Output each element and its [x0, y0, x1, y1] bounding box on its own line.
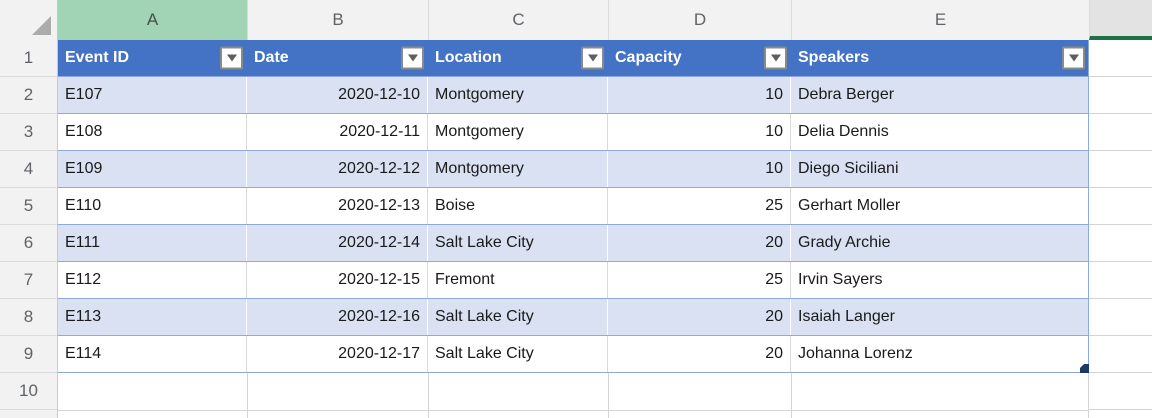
gridline: [247, 373, 248, 418]
table-row: E114 2020-12-17 Salt Lake City 20 Johanna Lo…: [58, 336, 1089, 373]
row-header-4[interactable]: 4: [0, 151, 57, 188]
empty-cells-region[interactable]: [58, 373, 1089, 418]
filter-dropdown-icon: [587, 54, 598, 62]
cell-speaker[interactable]: Johanna Lorenz: [798, 345, 913, 362]
table-header-label: Event ID: [65, 49, 130, 66]
row-header-8[interactable]: 8: [0, 299, 57, 336]
table-header-capacity[interactable]: Capacity: [608, 40, 791, 76]
cell-speaker[interactable]: Delia Dennis: [798, 123, 889, 140]
table-row: E109 2020-12-12 Montgomery 10 Diego Sicilian…: [58, 151, 1089, 188]
cell-location[interactable]: Montgomery: [428, 114, 608, 150]
column-header-e[interactable]: E: [791, 0, 1089, 40]
cell-event-id[interactable]: E108: [58, 114, 247, 150]
cell-date[interactable]: 2020-12-16: [247, 299, 428, 335]
row-header-9[interactable]: 9: [0, 336, 57, 373]
cell-capacity[interactable]: 25: [608, 262, 791, 298]
cell-location[interactable]: Salt Lake City: [428, 299, 608, 335]
table-row: E107 2020-12-10 Montgomery 10 Debra Berger: [58, 77, 1089, 114]
table-row: E108 2020-12-11 Montgomery 10 Delia Dennis: [58, 114, 1089, 151]
cell-capacity[interactable]: 20: [608, 336, 791, 372]
cell-location[interactable]: Boise: [428, 188, 608, 224]
cell-date[interactable]: 2020-12-11: [247, 114, 428, 150]
table-header-event-id[interactable]: Event ID: [58, 40, 247, 76]
cell-speaker[interactable]: Isaiah Langer: [798, 308, 895, 325]
table-row: E111 2020-12-14 Salt Lake City 20 Grady Arch…: [58, 225, 1089, 262]
table-header-label: Date: [254, 49, 289, 66]
cell-event-id[interactable]: E112: [58, 262, 247, 298]
gridline: [58, 410, 1088, 411]
cell-event-id[interactable]: E107: [58, 77, 247, 113]
row-header-6[interactable]: 6: [0, 225, 57, 262]
row-header-2[interactable]: 2: [0, 77, 57, 114]
gridline: [608, 373, 609, 418]
cell-date[interactable]: 2020-12-10: [247, 77, 428, 113]
cell-speaker[interactable]: Debra Berger: [798, 86, 895, 103]
cell-date[interactable]: 2020-12-13: [247, 188, 428, 224]
table-header-label: Location: [435, 49, 502, 66]
cell-speaker[interactable]: Irvin Sayers: [798, 271, 883, 288]
cell-location[interactable]: Salt Lake City: [428, 336, 608, 372]
table-header-row: Event ID Date Location Capacity Speakers: [58, 40, 1089, 77]
table-header-speakers[interactable]: Speakers: [791, 40, 1089, 76]
column-header-d[interactable]: D: [608, 0, 791, 40]
cell-location[interactable]: Montgomery: [428, 151, 608, 187]
table-resize-handle[interactable]: [1080, 364, 1089, 373]
row-header-1[interactable]: 1: [0, 40, 57, 77]
column-header-b[interactable]: B: [247, 0, 428, 40]
select-all-button[interactable]: [0, 0, 58, 40]
select-all-triangle-icon: [32, 16, 51, 35]
cell-capacity[interactable]: 10: [608, 114, 791, 150]
cell-event-id[interactable]: E110: [58, 188, 247, 224]
column-header-partial[interactable]: [1089, 0, 1152, 40]
gridline: [791, 373, 792, 418]
row-header-5[interactable]: 5: [0, 188, 57, 225]
filter-dropdown-icon: [1068, 54, 1079, 62]
cell-location[interactable]: Fremont: [428, 262, 608, 298]
cell-capacity[interactable]: 10: [608, 151, 791, 187]
filter-button-location[interactable]: [581, 46, 604, 70]
cell-event-id[interactable]: E111: [58, 225, 247, 261]
column-header-c[interactable]: C: [428, 0, 608, 40]
filter-button-capacity[interactable]: [764, 46, 787, 70]
table-header-location[interactable]: Location: [428, 40, 608, 76]
cell-date[interactable]: 2020-12-15: [247, 262, 428, 298]
cell-capacity[interactable]: 10: [608, 77, 791, 113]
cell-capacity[interactable]: 25: [608, 188, 791, 224]
filter-dropdown-icon: [226, 54, 237, 62]
filter-button-date[interactable]: [401, 46, 424, 70]
row-header-partial[interactable]: [0, 410, 57, 418]
row-header-7[interactable]: 7: [0, 262, 57, 299]
cell-capacity[interactable]: 20: [608, 225, 791, 261]
table-header-date[interactable]: Date: [247, 40, 428, 76]
table-row: E112 2020-12-15 Fremont 25 Irvin Sayers: [58, 262, 1089, 299]
cell-speaker[interactable]: Gerhart Moller: [798, 197, 901, 214]
filter-dropdown-icon: [770, 54, 781, 62]
cell-date[interactable]: 2020-12-14: [247, 225, 428, 261]
gridline: [428, 373, 429, 418]
cell-date[interactable]: 2020-12-17: [247, 336, 428, 372]
empty-cells-region[interactable]: [1089, 40, 1152, 418]
row-header-3[interactable]: 3: [0, 114, 57, 151]
column-header-a[interactable]: A: [58, 0, 247, 40]
table-header-label: Speakers: [798, 49, 870, 66]
table-row: E110 2020-12-13 Boise 25 Gerhart Moller: [58, 188, 1089, 225]
filter-dropdown-icon: [407, 54, 418, 62]
cell-speaker[interactable]: Diego Siciliani: [798, 160, 899, 177]
cell-event-id[interactable]: E109: [58, 151, 247, 187]
cell-event-id[interactable]: E113: [58, 299, 247, 335]
filter-button-event-id[interactable]: [220, 46, 243, 70]
table-row: E113 2020-12-16 Salt Lake City 20 Isaiah Lan…: [58, 299, 1089, 336]
cell-date[interactable]: 2020-12-12: [247, 151, 428, 187]
table-header-label: Capacity: [615, 49, 682, 66]
cell-event-id[interactable]: E114: [58, 336, 247, 372]
cell-capacity[interactable]: 20: [608, 299, 791, 335]
filter-button-speakers[interactable]: [1062, 46, 1085, 70]
cell-location[interactable]: Salt Lake City: [428, 225, 608, 261]
cell-location[interactable]: Montgomery: [428, 77, 608, 113]
cell-speaker[interactable]: Grady Archie: [798, 234, 891, 251]
row-header-strip: 1 2 3 4 5 6 7 8 9 10: [0, 40, 58, 418]
row-header-10[interactable]: 10: [0, 373, 57, 410]
